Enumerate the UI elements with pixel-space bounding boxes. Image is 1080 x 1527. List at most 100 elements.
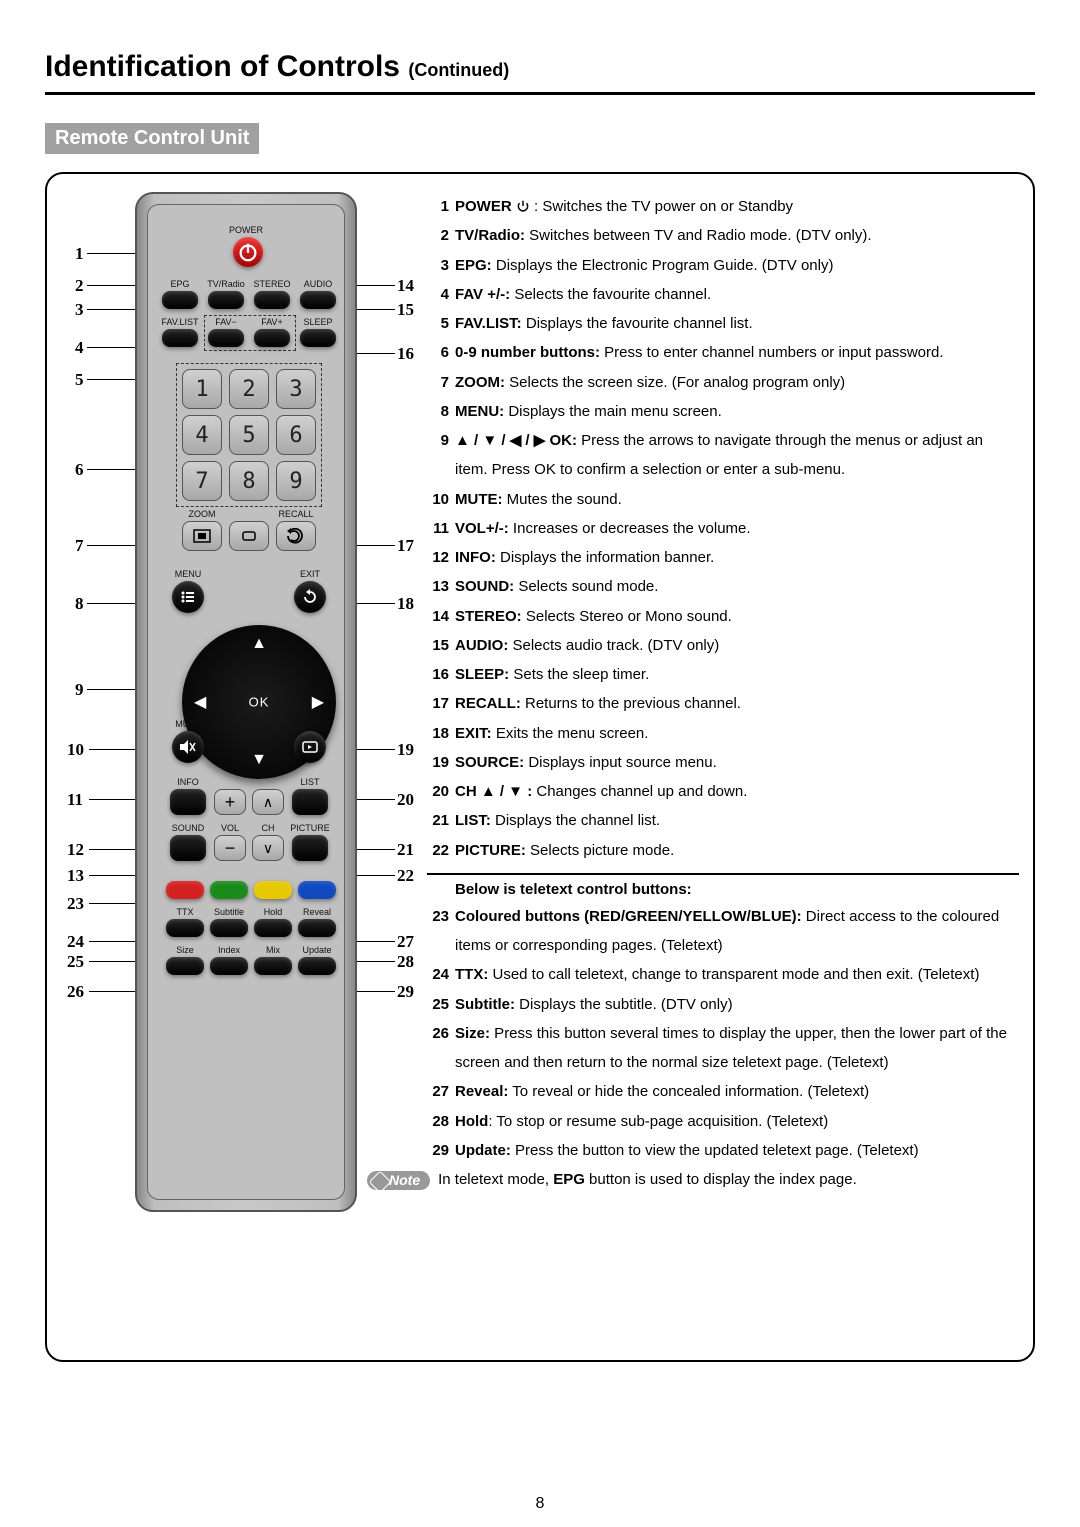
callout-18: 18 <box>397 594 414 614</box>
desc-text: TTX: Used to call teletext, change to tr… <box>455 960 1019 989</box>
desc-item: 20CH ▲ / ▼ : Changes channel up and down… <box>427 777 1019 806</box>
desc-text: FAV.LIST: Displays the favourite channel… <box>455 309 1019 338</box>
callout-4: 4 <box>75 338 84 358</box>
chup-button[interactable]: ∧ <box>252 789 284 815</box>
picture-label: PICTURE <box>290 823 330 833</box>
desc-num: 10 <box>427 485 455 514</box>
info-button[interactable] <box>170 789 206 815</box>
digit-7[interactable]: 7 <box>182 461 222 501</box>
favplus-button[interactable] <box>254 329 290 347</box>
right-arrow-icon: ▶ <box>312 692 324 712</box>
content-box: 1 2 3 4 5 6 7 8 9 10 11 12 13 23 24 25 2… <box>45 172 1035 1362</box>
epg-button[interactable] <box>162 291 198 309</box>
desc-text: EPG: Displays the Electronic Program Gui… <box>455 251 1019 280</box>
stereo-button[interactable] <box>254 291 290 309</box>
desc-num: 29 <box>427 1136 455 1165</box>
callout-26: 26 <box>67 982 84 1002</box>
blue-button[interactable] <box>298 881 336 899</box>
callout-20: 20 <box>397 790 414 810</box>
voldown-button[interactable]: − <box>214 835 246 861</box>
desc-text: Hold: To stop or resume sub-page acquisi… <box>455 1107 1019 1136</box>
callout-22: 22 <box>397 866 414 886</box>
desc-text: STEREO: Selects Stereo or Mono sound. <box>455 602 1019 631</box>
source-button[interactable] <box>294 731 326 763</box>
desc-num: 3 <box>427 251 455 280</box>
reveal-button[interactable] <box>298 919 336 937</box>
stereo-label: STEREO <box>253 279 290 289</box>
green-button[interactable] <box>210 881 248 899</box>
mix-button[interactable] <box>254 957 292 975</box>
volup-button[interactable]: + <box>214 789 246 815</box>
description-list: 1POWER : Switches the TV power on or Sta… <box>427 192 1019 865</box>
desc-num: 16 <box>427 660 455 689</box>
yellow-button[interactable] <box>254 881 292 899</box>
callout-14: 14 <box>397 276 414 296</box>
desc-item: 2TV/Radio: Switches between TV and Radio… <box>427 221 1019 250</box>
red-button[interactable] <box>166 881 204 899</box>
digit-0[interactable] <box>229 521 269 551</box>
size-label: Size <box>176 945 194 955</box>
subtitle-button[interactable] <box>210 919 248 937</box>
desc-num: 9 <box>427 426 455 485</box>
callout-19: 19 <box>397 740 414 760</box>
exit-button[interactable] <box>294 581 326 613</box>
digit-4[interactable]: 4 <box>182 415 222 455</box>
power-button[interactable] <box>233 237 263 267</box>
digit-3[interactable]: 3 <box>276 369 316 409</box>
desc-text: SOUND: Selects sound mode. <box>455 572 1019 601</box>
desc-num: 4 <box>427 280 455 309</box>
audio-label: AUDIO <box>304 279 333 289</box>
recall-button[interactable] <box>276 521 316 551</box>
sound-button[interactable] <box>170 835 206 861</box>
menu-button[interactable] <box>172 581 204 613</box>
zoom-button[interactable] <box>182 521 222 551</box>
section-header: Remote Control Unit <box>45 123 259 154</box>
sleep-button[interactable] <box>300 329 336 347</box>
size-button[interactable] <box>166 957 204 975</box>
desc-text: ▲ / ▼ / ◀ / ▶ OK: Press the arrows to na… <box>455 426 1019 485</box>
desc-item: 16SLEEP: Sets the sleep timer. <box>427 660 1019 689</box>
desc-text: TV/Radio: Switches between TV and Radio … <box>455 221 1019 250</box>
digit-8[interactable]: 8 <box>229 461 269 501</box>
digit-9[interactable]: 9 <box>276 461 316 501</box>
desc-item: 23Coloured buttons (RED/GREEN/YELLOW/BLU… <box>427 902 1019 961</box>
callout-2: 2 <box>75 276 84 296</box>
desc-text: SOURCE: Displays input source menu. <box>455 748 1019 777</box>
picture-button[interactable] <box>292 835 328 861</box>
digit-1[interactable]: 1 <box>182 369 222 409</box>
ttx-button[interactable] <box>166 919 204 937</box>
desc-item: 10MUTE: Mutes the sound. <box>427 485 1019 514</box>
teletext-list: 23Coloured buttons (RED/GREEN/YELLOW/BLU… <box>427 902 1019 1165</box>
audio-button[interactable] <box>300 291 336 309</box>
update-button[interactable] <box>298 957 336 975</box>
list-button[interactable] <box>292 789 328 815</box>
callout-8: 8 <box>75 594 84 614</box>
desc-num: 15 <box>427 631 455 660</box>
chdown-button[interactable]: ∨ <box>252 835 284 861</box>
mute-label: MUTE <box>175 719 201 729</box>
exit-icon <box>302 589 318 605</box>
index-button[interactable] <box>210 957 248 975</box>
hold-button[interactable] <box>254 919 292 937</box>
favminus-button[interactable] <box>208 329 244 347</box>
desc-item: 4FAV +/-: Selects the favourite channel. <box>427 280 1019 309</box>
tvradio-button[interactable] <box>208 291 244 309</box>
digit-6[interactable]: 6 <box>276 415 316 455</box>
mute-button[interactable] <box>172 731 204 763</box>
desc-text: Update: Press the button to view the upd… <box>455 1136 1019 1165</box>
desc-num: 17 <box>427 689 455 718</box>
menu-icon <box>181 591 195 603</box>
mute-icon <box>180 740 196 754</box>
favlist-button[interactable] <box>162 329 198 347</box>
desc-text: CH ▲ / ▼ : Changes channel up and down. <box>455 777 1019 806</box>
index-label: Index <box>218 945 240 955</box>
digit-2[interactable]: 2 <box>229 369 269 409</box>
mix-label: Mix <box>266 945 280 955</box>
digit-5[interactable]: 5 <box>229 415 269 455</box>
recall-label: RECALL <box>278 509 313 519</box>
title-continued: (Continued) <box>408 60 509 80</box>
desc-num: 8 <box>427 397 455 426</box>
desc-item: 18EXIT: Exits the menu screen. <box>427 719 1019 748</box>
teletext-header: Below is teletext control buttons: <box>427 881 1019 898</box>
callout-21: 21 <box>397 840 414 860</box>
